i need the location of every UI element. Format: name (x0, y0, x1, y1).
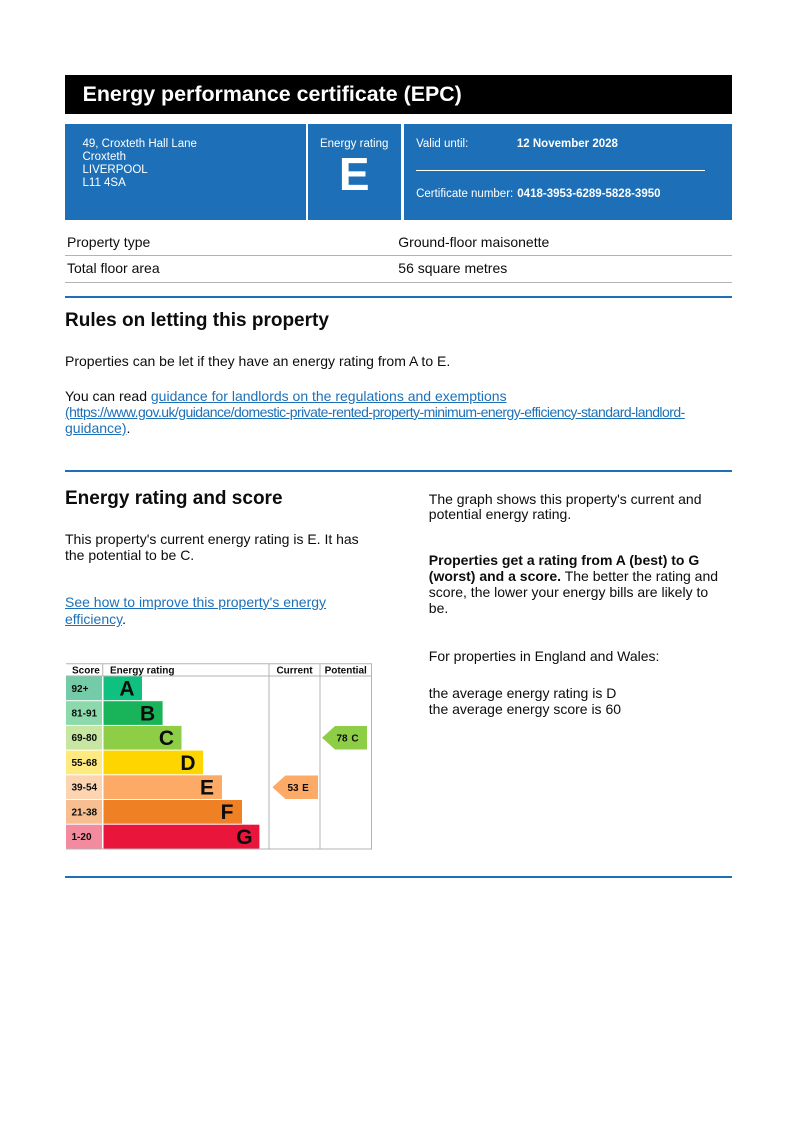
svg-text:D: D (180, 752, 195, 775)
svg-text:B: B (140, 702, 155, 725)
svg-text:Energy rating: Energy rating (110, 666, 174, 677)
svg-text:78: 78 (336, 733, 348, 744)
svg-text:Potential: Potential (325, 666, 367, 677)
svg-text:Current: Current (276, 666, 313, 677)
svg-text:1-20: 1-20 (72, 832, 92, 843)
svg-text:A: A (119, 678, 134, 701)
svg-text:39-54: 39-54 (72, 783, 98, 794)
svg-text:C: C (351, 733, 358, 744)
svg-text:F: F (221, 801, 234, 824)
svg-text:55-68: 55-68 (72, 758, 98, 769)
svg-text:E: E (302, 783, 309, 794)
svg-text:53: 53 (287, 783, 299, 794)
svg-text:81-91: 81-91 (72, 709, 98, 720)
svg-text:E: E (200, 777, 214, 800)
svg-text:Score: Score (72, 666, 100, 677)
svg-text:92+: 92+ (72, 684, 89, 695)
svg-text:C: C (159, 727, 174, 750)
svg-text:21-38: 21-38 (72, 807, 98, 818)
svg-text:69-80: 69-80 (72, 733, 98, 744)
svg-text:G: G (236, 826, 252, 849)
